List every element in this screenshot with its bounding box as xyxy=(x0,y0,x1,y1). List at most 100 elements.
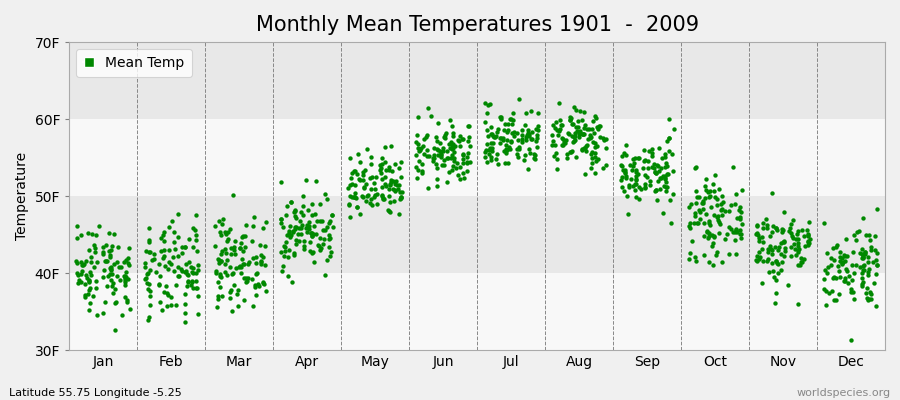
Point xyxy=(816,276,831,282)
Point xyxy=(376,196,391,202)
Point xyxy=(212,218,226,224)
Point xyxy=(421,153,436,159)
Point xyxy=(434,153,448,160)
Point xyxy=(793,262,807,268)
Point xyxy=(854,281,868,288)
Point xyxy=(481,102,495,108)
Point xyxy=(172,272,186,279)
Point xyxy=(765,251,779,257)
Point xyxy=(241,261,256,267)
Point xyxy=(501,144,516,150)
Point xyxy=(209,270,223,276)
Point xyxy=(732,207,746,213)
Point xyxy=(246,223,260,229)
Point xyxy=(253,242,267,248)
Point xyxy=(122,262,136,268)
Point xyxy=(769,258,783,265)
Point xyxy=(523,150,537,156)
Point xyxy=(749,231,763,237)
Point xyxy=(356,168,370,175)
Point xyxy=(171,273,185,279)
Point xyxy=(212,272,227,279)
Point xyxy=(238,233,252,239)
Point xyxy=(589,158,603,164)
Point xyxy=(733,231,747,238)
Point xyxy=(734,226,748,233)
Point xyxy=(307,259,321,266)
Point xyxy=(734,204,748,210)
Point xyxy=(82,287,96,294)
Point xyxy=(556,136,571,142)
Point xyxy=(188,237,202,244)
Point xyxy=(551,132,565,138)
Point xyxy=(320,196,335,202)
Point xyxy=(831,262,845,269)
Point xyxy=(550,156,564,162)
Point xyxy=(862,232,877,238)
Point xyxy=(384,142,399,149)
Point xyxy=(708,172,723,178)
Point xyxy=(156,254,170,261)
Point xyxy=(420,105,435,111)
Point xyxy=(234,270,248,276)
Point xyxy=(581,126,596,132)
Point xyxy=(641,158,655,164)
Point xyxy=(578,171,592,177)
Point xyxy=(755,239,770,245)
Point xyxy=(410,152,424,158)
Point xyxy=(722,207,736,214)
Point xyxy=(643,178,657,184)
Point xyxy=(682,224,697,231)
Point xyxy=(577,144,591,151)
Point xyxy=(365,202,380,208)
Point xyxy=(586,130,600,136)
Point xyxy=(140,275,154,281)
Point xyxy=(703,192,717,199)
Point xyxy=(392,210,406,217)
Point xyxy=(108,286,122,292)
Point xyxy=(489,133,503,139)
Point xyxy=(711,213,725,220)
Point xyxy=(856,254,870,260)
Point xyxy=(258,219,273,225)
Point xyxy=(218,261,232,267)
Point xyxy=(441,155,455,161)
Point xyxy=(320,256,335,263)
Point xyxy=(436,157,451,163)
Point xyxy=(211,295,225,302)
Point xyxy=(112,264,126,270)
Point xyxy=(770,227,785,234)
Point xyxy=(854,255,868,261)
Point xyxy=(296,238,310,244)
Point xyxy=(215,220,230,227)
Point xyxy=(496,134,510,141)
Point xyxy=(843,289,858,296)
Point xyxy=(89,278,104,284)
Point xyxy=(386,178,400,184)
Point xyxy=(760,225,775,231)
Point xyxy=(168,246,183,252)
Point xyxy=(844,286,859,292)
Point xyxy=(497,127,511,133)
Point xyxy=(660,162,674,169)
Point xyxy=(564,149,579,155)
Point xyxy=(147,251,161,257)
Point xyxy=(410,174,425,181)
Point xyxy=(185,278,200,284)
Point xyxy=(212,270,227,277)
Point xyxy=(688,200,703,206)
Point xyxy=(855,283,869,289)
Point xyxy=(158,237,172,244)
Point xyxy=(412,158,427,165)
Point xyxy=(837,252,851,258)
Point xyxy=(526,150,541,157)
Point xyxy=(480,110,494,116)
Point xyxy=(652,175,667,181)
Point xyxy=(224,271,238,277)
Point xyxy=(629,167,643,173)
Point xyxy=(861,271,876,278)
Point xyxy=(576,130,590,137)
Point xyxy=(155,307,169,313)
Point xyxy=(478,118,492,125)
Point xyxy=(363,174,377,181)
